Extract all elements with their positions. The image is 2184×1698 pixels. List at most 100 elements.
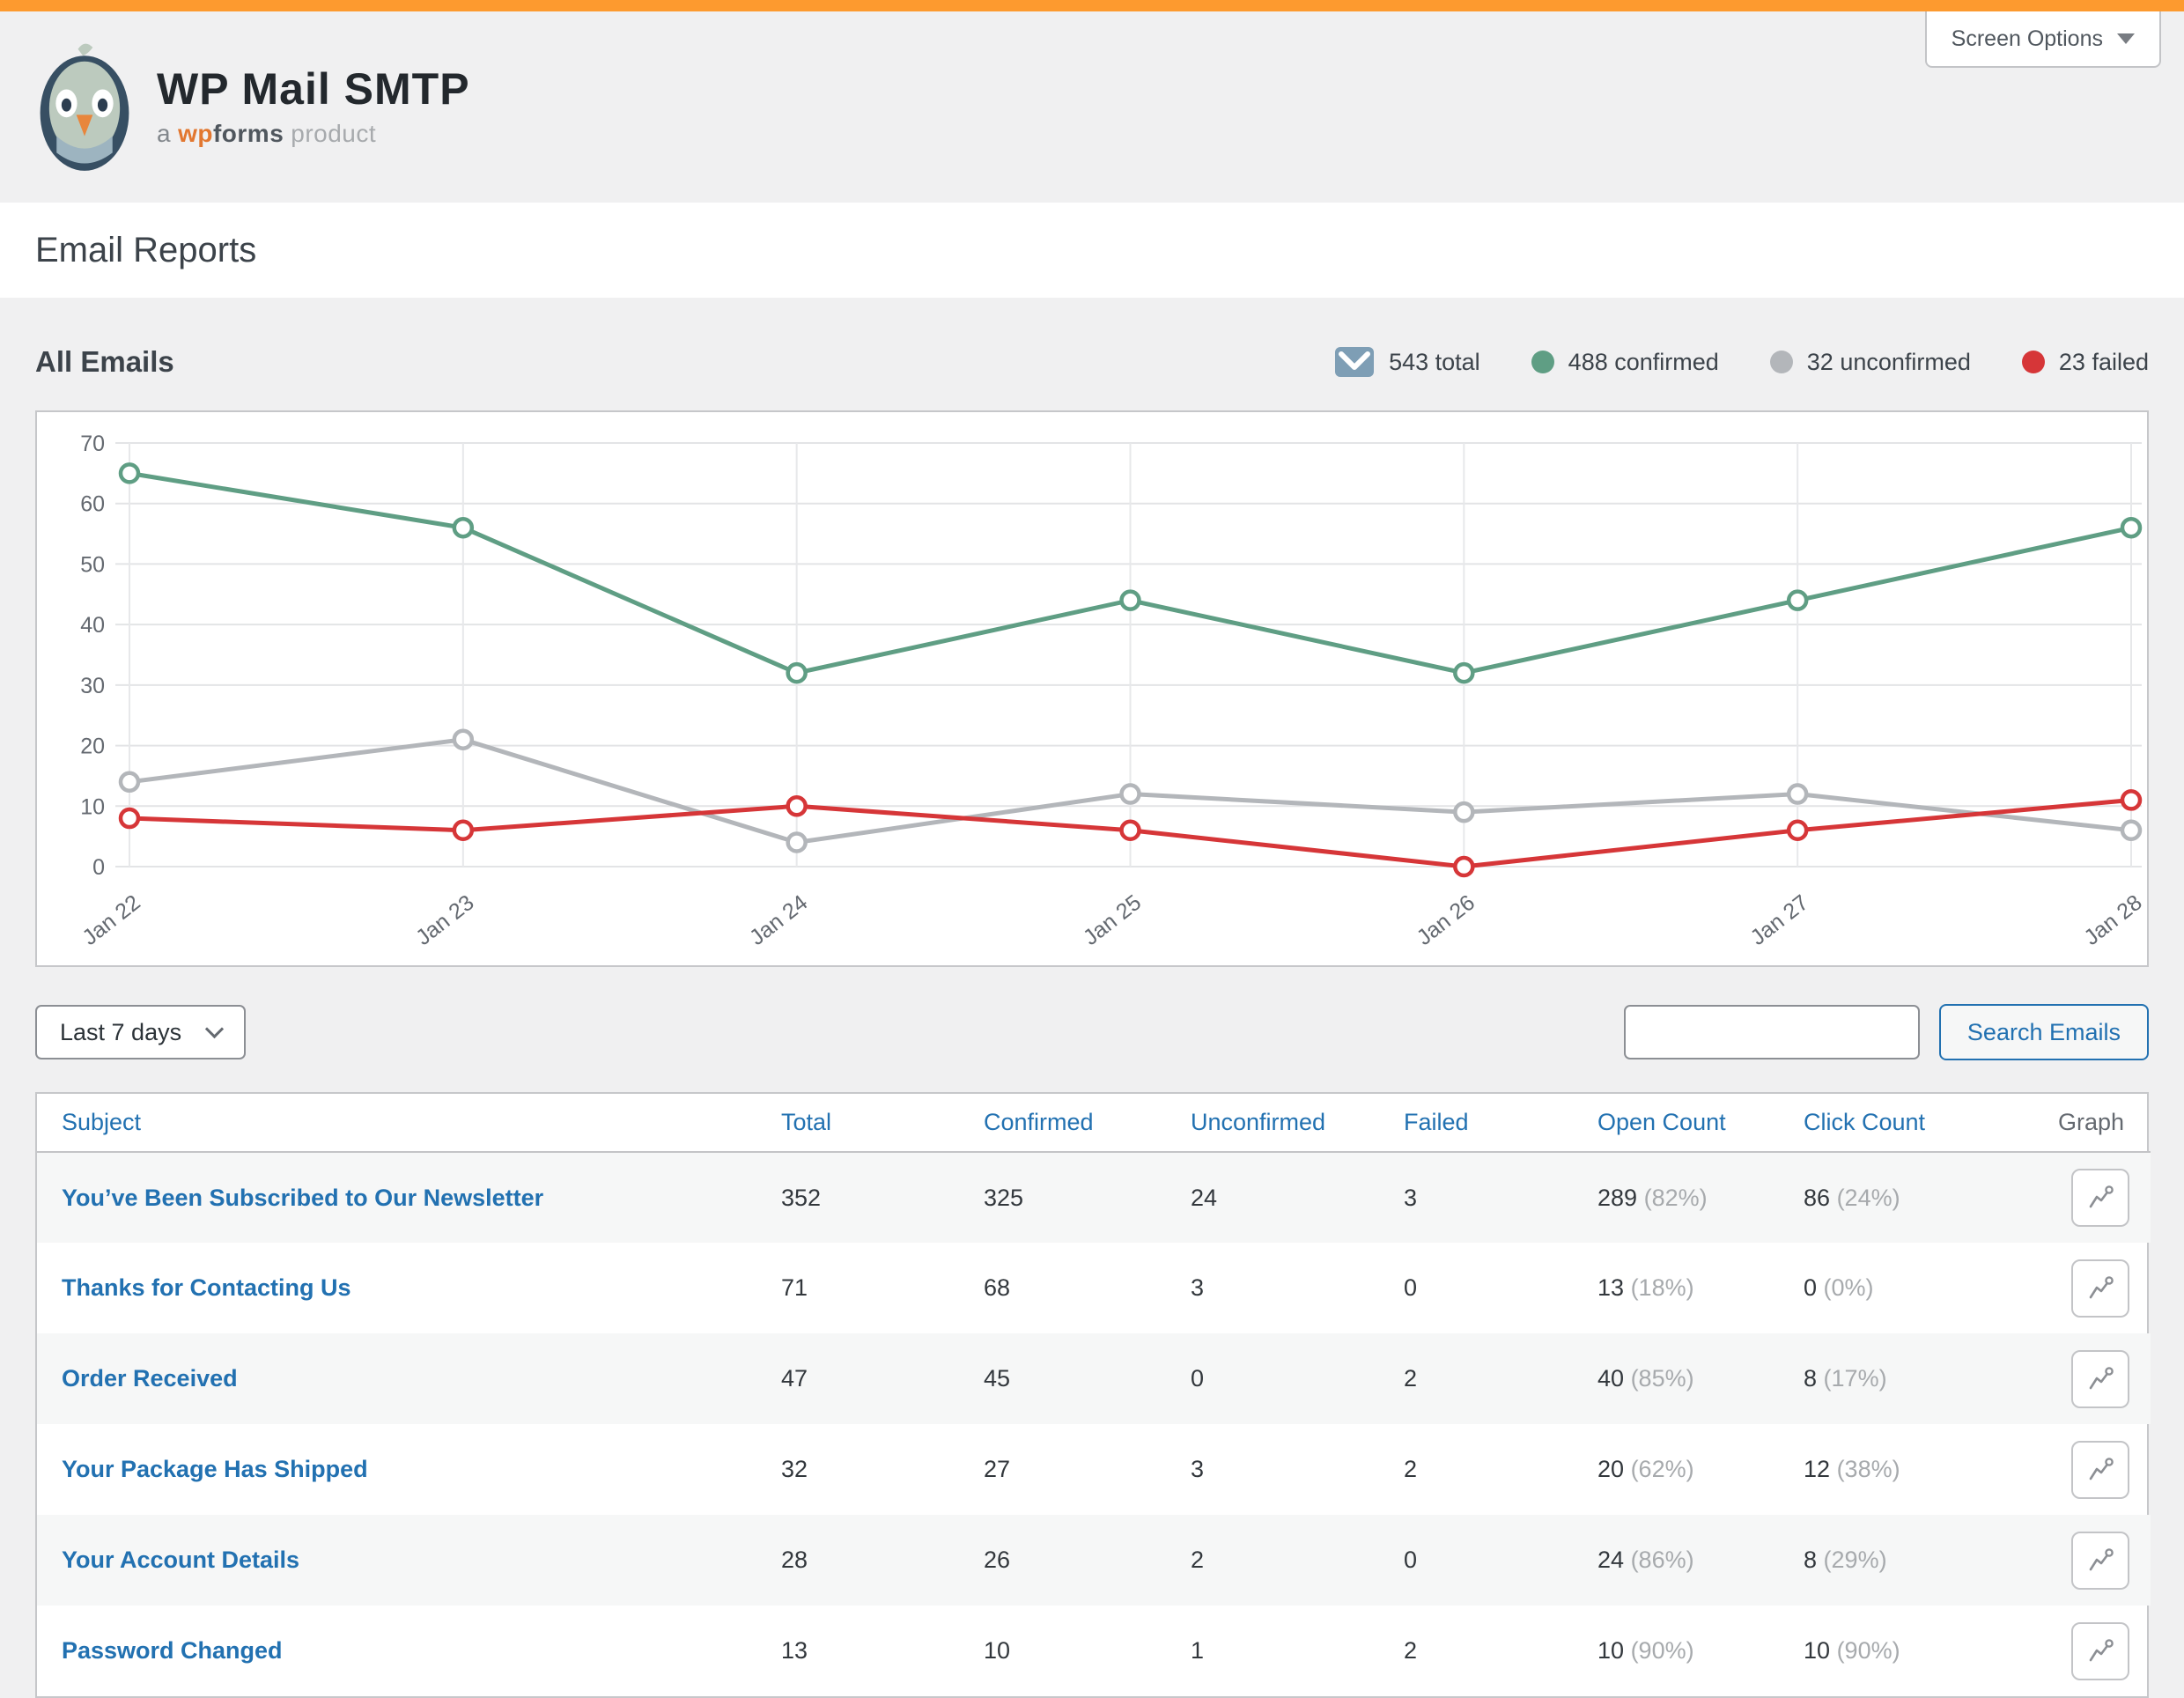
svg-text:0: 0 xyxy=(92,855,105,880)
unconfirmed-cell: 3 xyxy=(1191,1274,1205,1301)
app-header: WP Mail SMTP a wpforms product Screen Opti… xyxy=(0,11,2184,203)
emails-line-chart[interactable]: 0 10 20 30 40 50 60 70 Jan 22 Jan 23 Jan 24 Jan 25 J… xyxy=(37,412,2147,965)
confirmed-cell: 26 xyxy=(984,1547,1011,1573)
svg-text:10: 10 xyxy=(80,794,105,819)
row-graph-button[interactable] xyxy=(2071,1169,2129,1227)
app-title: WP Mail SMTP xyxy=(157,63,470,114)
total-cell: 13 xyxy=(781,1637,808,1664)
confirmed-cell: 27 xyxy=(984,1456,1011,1482)
click-count-cell: 8 (17%) xyxy=(1804,1365,1887,1392)
email-subject-link[interactable]: Thanks for Contacting Us xyxy=(62,1274,351,1301)
tagline-a: a xyxy=(157,119,172,147)
unconfirmed-cell: 2 xyxy=(1191,1547,1205,1573)
screen-options-label: Screen Options xyxy=(1951,26,2103,51)
total-cell: 71 xyxy=(781,1274,808,1301)
legend-total-label: 543 total xyxy=(1389,348,1480,375)
open-count-cell: 20 (62%) xyxy=(1597,1456,1694,1482)
sort-confirmed[interactable]: Confirmed xyxy=(984,1109,1094,1135)
table-row: Order Received 47 45 0 2 40 (85%) 8 (17%… xyxy=(37,1333,2151,1424)
wp-mail-smtp-logo xyxy=(40,43,129,171)
legend-confirmed-label: 488 confirmed xyxy=(1568,348,1719,375)
sort-click-count[interactable]: Click Count xyxy=(1804,1109,1926,1135)
mini-chart-icon xyxy=(2089,1638,2114,1661)
mini-chart-icon xyxy=(2089,1366,2114,1389)
row-graph-button[interactable] xyxy=(2071,1531,2129,1590)
click-count-cell: 10 (90%) xyxy=(1804,1637,1900,1664)
legend-item-confirmed: 488 confirmed xyxy=(1531,349,1719,376)
svg-text:Jan 28: Jan 28 xyxy=(2079,890,2146,950)
open-count-cell: 40 (85%) xyxy=(1597,1365,1694,1392)
mini-chart-icon xyxy=(2089,1275,2114,1298)
failed-cell: 2 xyxy=(1404,1456,1418,1482)
email-subject-link[interactable]: Your Package Has Shipped xyxy=(62,1456,368,1482)
table-row: Your Account Details 28 26 2 0 24 (86%) … xyxy=(37,1515,2151,1606)
chevron-down-icon xyxy=(2117,33,2135,44)
failed-cell: 2 xyxy=(1404,1637,1418,1664)
unconfirmed-dot-icon xyxy=(1769,351,1793,373)
confirmed-dot-icon xyxy=(1531,351,1554,373)
row-graph-button[interactable] xyxy=(2071,1349,2129,1408)
accent-top-bar xyxy=(0,0,2184,11)
unconfirmed-cell: 3 xyxy=(1191,1456,1205,1482)
tagline-forms: forms xyxy=(212,119,284,147)
screen-options-button[interactable]: Screen Options xyxy=(1924,11,2161,68)
tagline-product: product xyxy=(291,119,377,147)
row-graph-button[interactable] xyxy=(2071,1259,2129,1318)
column-graph-label: Graph xyxy=(2057,1109,2124,1135)
sort-open-count[interactable]: Open Count xyxy=(1597,1109,1726,1135)
table-row: Password Changed 13 10 1 2 10 (90%) 10 (… xyxy=(37,1606,2151,1696)
email-reports-table: Subject Total Confirmed Unconfirmed Fail… xyxy=(37,1094,2151,1696)
email-subject-link[interactable]: Your Account Details xyxy=(62,1547,300,1573)
failed-dot-icon xyxy=(2021,351,2045,373)
page-title-band: Email Reports xyxy=(0,203,2184,298)
search-emails-button[interactable]: Search Emails xyxy=(1938,1004,2149,1060)
svg-text:20: 20 xyxy=(80,735,105,759)
email-reports-table-panel: Subject Total Confirmed Unconfirmed Fail… xyxy=(35,1092,2151,1698)
click-count-cell: 8 (29%) xyxy=(1804,1547,1887,1573)
table-row: Thanks for Contacting Us 71 68 3 0 13 (1… xyxy=(37,1243,2151,1333)
svg-text:Jan 22: Jan 22 xyxy=(77,890,144,950)
failed-cell: 0 xyxy=(1404,1274,1418,1301)
open-count-cell: 289 (82%) xyxy=(1597,1184,1708,1211)
open-count-cell: 13 (18%) xyxy=(1597,1274,1694,1301)
click-count-cell: 0 (0%) xyxy=(1804,1274,1874,1301)
sort-unconfirmed[interactable]: Unconfirmed xyxy=(1191,1109,1326,1135)
confirmed-cell: 325 xyxy=(984,1184,1024,1211)
svg-text:60: 60 xyxy=(80,492,105,517)
sort-total[interactable]: Total xyxy=(781,1109,832,1135)
email-subject-link[interactable]: Order Received xyxy=(62,1365,238,1392)
emails-chart-panel: 0 10 20 30 40 50 60 70 Jan 22 Jan 23 Jan 24 Jan 25 J… xyxy=(35,410,2149,967)
email-subject-link[interactable]: Password Changed xyxy=(62,1637,283,1664)
table-header-row: Subject Total Confirmed Unconfirmed Fail… xyxy=(37,1094,2151,1153)
unconfirmed-cell: 0 xyxy=(1191,1365,1205,1392)
total-cell: 32 xyxy=(781,1456,808,1482)
mini-chart-icon xyxy=(2089,1457,2114,1480)
total-cell: 28 xyxy=(781,1547,808,1573)
table-row: Your Package Has Shipped 32 27 3 2 20 (6… xyxy=(37,1424,2151,1515)
click-count-cell: 86 (24%) xyxy=(1804,1184,1900,1211)
tagline-wp: wp xyxy=(178,119,213,147)
svg-text:Jan 23: Jan 23 xyxy=(411,890,478,950)
confirmed-cell: 10 xyxy=(984,1637,1011,1664)
svg-text:Jan 26: Jan 26 xyxy=(1413,890,1479,950)
svg-text:40: 40 xyxy=(80,613,105,638)
date-range-value: Last 7 days xyxy=(60,1018,182,1045)
email-subject-link[interactable]: You’ve Been Subscribed to Our Newsletter xyxy=(62,1184,544,1211)
sort-subject[interactable]: Subject xyxy=(62,1109,142,1135)
sort-failed[interactable]: Failed xyxy=(1404,1109,1469,1135)
confirmed-cell: 68 xyxy=(984,1274,1011,1301)
app-tagline: a wpforms product xyxy=(157,120,470,148)
legend-failed-label: 23 failed xyxy=(2058,348,2149,375)
legend-item-failed: 23 failed xyxy=(2021,348,2149,376)
svg-text:Jan 25: Jan 25 xyxy=(1079,890,1146,950)
failed-cell: 3 xyxy=(1404,1184,1418,1211)
row-graph-button[interactable] xyxy=(2071,1621,2129,1680)
legend-item-unconfirmed: 32 unconfirmed xyxy=(1769,349,1971,376)
date-range-select[interactable]: Last 7 days xyxy=(35,1005,247,1059)
mini-chart-icon xyxy=(2089,1185,2114,1208)
svg-text:30: 30 xyxy=(80,674,105,698)
row-graph-button[interactable] xyxy=(2071,1440,2129,1499)
search-input[interactable] xyxy=(1623,1005,1920,1059)
envelope-icon xyxy=(1335,347,1375,377)
svg-text:70: 70 xyxy=(80,432,105,456)
